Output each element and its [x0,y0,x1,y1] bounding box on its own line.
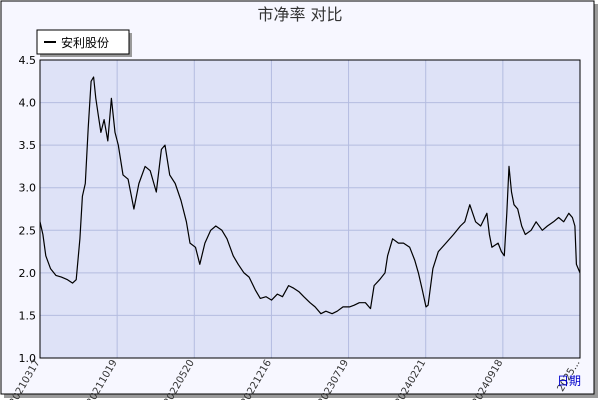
y-tick-label: 3.5 [19,139,37,152]
legend: 安利股份 [36,29,132,57]
y-tick-label: 4.5 [19,54,37,67]
x-axis-title: 日期 [557,374,581,388]
y-tick-label: 2.5 [19,224,37,237]
y-axis: 1.0 1.5 2.0 2.5 3.0 3.5 4.0 4.5 [19,54,37,365]
plot-border [39,59,581,359]
y-tick-label: 2.0 [19,267,37,280]
series-layer [39,76,581,315]
y-tick-label: 1.0 [19,352,37,365]
series-line [39,76,581,315]
legend-label: 安利股份 [61,35,109,50]
y-tick-label: 1.5 [19,309,37,322]
chart-title: 市净率 对比 [257,5,342,24]
y-tick-label: 4.0 [19,97,37,110]
grid-lines [40,60,580,358]
plot-area [40,60,580,358]
y-tick-label: 3.0 [19,182,37,195]
